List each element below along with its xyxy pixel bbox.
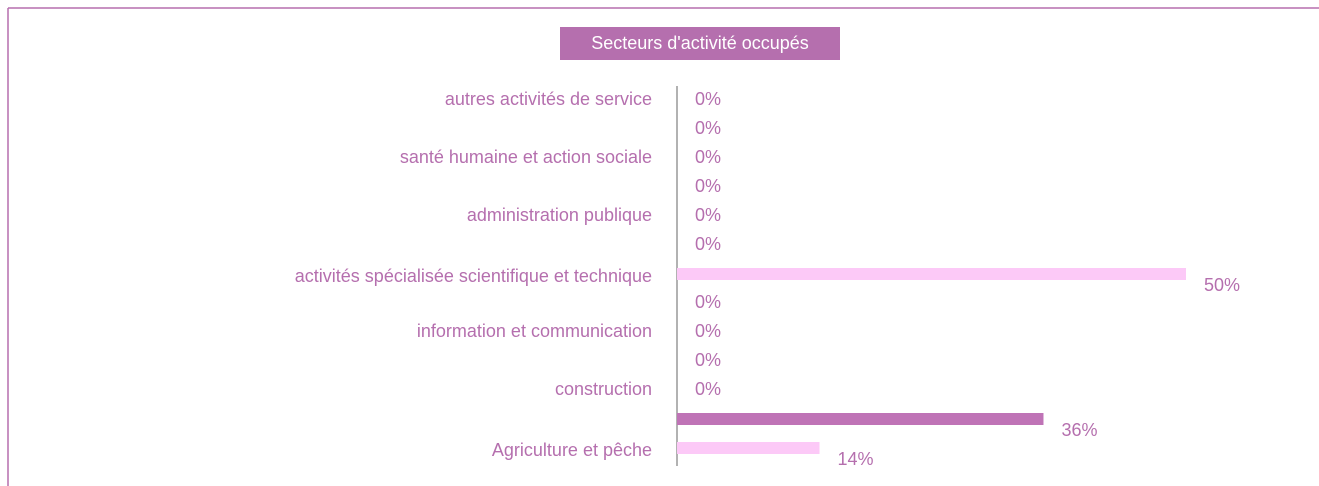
value-label: 0% bbox=[695, 379, 721, 399]
value-label: 50% bbox=[1204, 275, 1240, 295]
category-label: administration publique bbox=[467, 205, 652, 225]
category-label: autres activités de service bbox=[445, 89, 652, 109]
value-label: 0% bbox=[695, 147, 721, 167]
bar bbox=[677, 442, 820, 454]
category-label: santé humaine et action sociale bbox=[400, 147, 652, 167]
value-label: 0% bbox=[695, 118, 721, 138]
bar bbox=[677, 268, 1186, 280]
value-label: 0% bbox=[695, 292, 721, 312]
value-label: 0% bbox=[695, 350, 721, 370]
value-label: 0% bbox=[695, 234, 721, 254]
value-label: 0% bbox=[695, 205, 721, 225]
value-label: 0% bbox=[695, 176, 721, 196]
value-label: 36% bbox=[1061, 420, 1097, 440]
value-label: 0% bbox=[695, 89, 721, 109]
category-label: construction bbox=[555, 379, 652, 399]
value-label: 0% bbox=[695, 321, 721, 341]
title-box bbox=[560, 27, 840, 60]
chart-title: Secteurs d'activité occupés bbox=[591, 33, 809, 53]
bar bbox=[677, 413, 1044, 425]
category-label: activités spécialisée scientifique et te… bbox=[295, 266, 652, 286]
category-label: Agriculture et pêche bbox=[492, 440, 652, 460]
category-label: information et communication bbox=[417, 321, 652, 341]
value-label: 14% bbox=[838, 449, 874, 469]
